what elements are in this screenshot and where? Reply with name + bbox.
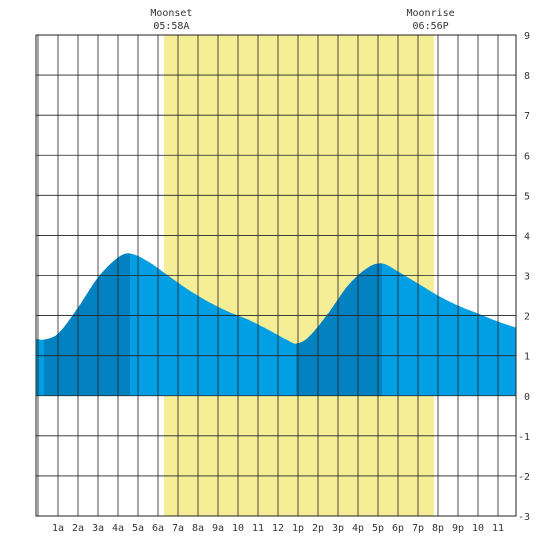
x-tick-label: 11 bbox=[252, 523, 264, 534]
y-tick-label: -1 bbox=[518, 432, 530, 443]
y-tick-label: 4 bbox=[524, 231, 530, 242]
x-tick-label: 8p bbox=[432, 523, 444, 534]
x-tick-label: 11 bbox=[492, 523, 504, 534]
y-axis-tick-labels: -3 -2 -1 0 1 2 3 4 5 6 7 8 9 bbox=[518, 31, 530, 523]
x-tick-label: 4a bbox=[112, 523, 124, 534]
x-tick-label: 6a bbox=[152, 523, 164, 534]
y-tick-label: 6 bbox=[524, 151, 530, 162]
tide-area-rising bbox=[44, 253, 130, 396]
x-tick-label: 5a bbox=[132, 523, 144, 534]
annotation-label: Moonset bbox=[150, 8, 192, 19]
y-tick-label: 1 bbox=[524, 352, 530, 363]
x-tick-label: 3p bbox=[332, 523, 344, 534]
annotation-time: 06:56P bbox=[413, 21, 449, 32]
y-tick-label: 0 bbox=[524, 392, 530, 403]
x-tick-label: 2a bbox=[72, 523, 84, 534]
x-tick-label: 2p bbox=[312, 523, 324, 534]
tide-area-rising bbox=[296, 263, 382, 396]
y-tick-label: 5 bbox=[524, 191, 530, 202]
y-tick-label: 2 bbox=[524, 312, 530, 323]
x-tick-label: 9a bbox=[212, 523, 224, 534]
tide-area-falling bbox=[36, 338, 44, 396]
y-tick-label: 7 bbox=[524, 111, 530, 122]
x-tick-label: 8a bbox=[192, 523, 204, 534]
x-tick-label: 12 bbox=[272, 523, 284, 534]
x-tick-label: 1a bbox=[52, 523, 64, 534]
y-tick-label: 9 bbox=[524, 31, 530, 42]
tide-area-falling bbox=[130, 253, 296, 396]
x-tick-label: 9p bbox=[452, 523, 464, 534]
annotation-label: Moonrise bbox=[407, 8, 455, 19]
x-tick-label: 1p bbox=[292, 523, 304, 534]
y-tick-label: -2 bbox=[518, 472, 530, 483]
annotation-time: 05:58A bbox=[153, 21, 189, 32]
x-tick-label: 10 bbox=[472, 523, 484, 534]
plot-frame bbox=[35, 34, 517, 517]
y-tick-label: 8 bbox=[524, 71, 530, 82]
x-tick-label: 7a bbox=[172, 523, 184, 534]
x-tick-label: 4p bbox=[352, 523, 364, 534]
y-tick-label: 3 bbox=[524, 272, 530, 283]
x-tick-label: 10 bbox=[232, 523, 244, 534]
x-axis-tick-labels: 1a 2a 3a 4a 5a 6a 7a 8a 9a 10 11 12 1p 2p 3p 4p 5p 6p 7p 8p… bbox=[52, 523, 504, 534]
x-tick-label: 5p bbox=[372, 523, 384, 534]
x-tick-label: 7p bbox=[412, 523, 424, 534]
y-tick-label: -3 bbox=[518, 512, 530, 523]
x-tick-label: 6p bbox=[392, 523, 404, 534]
grid-layer bbox=[35, 34, 517, 517]
x-tick-label: 3a bbox=[92, 523, 104, 534]
tide-area-falling bbox=[382, 263, 516, 396]
moon-annotations: Moonset 05:58A Moonrise 06:56P bbox=[150, 8, 454, 32]
